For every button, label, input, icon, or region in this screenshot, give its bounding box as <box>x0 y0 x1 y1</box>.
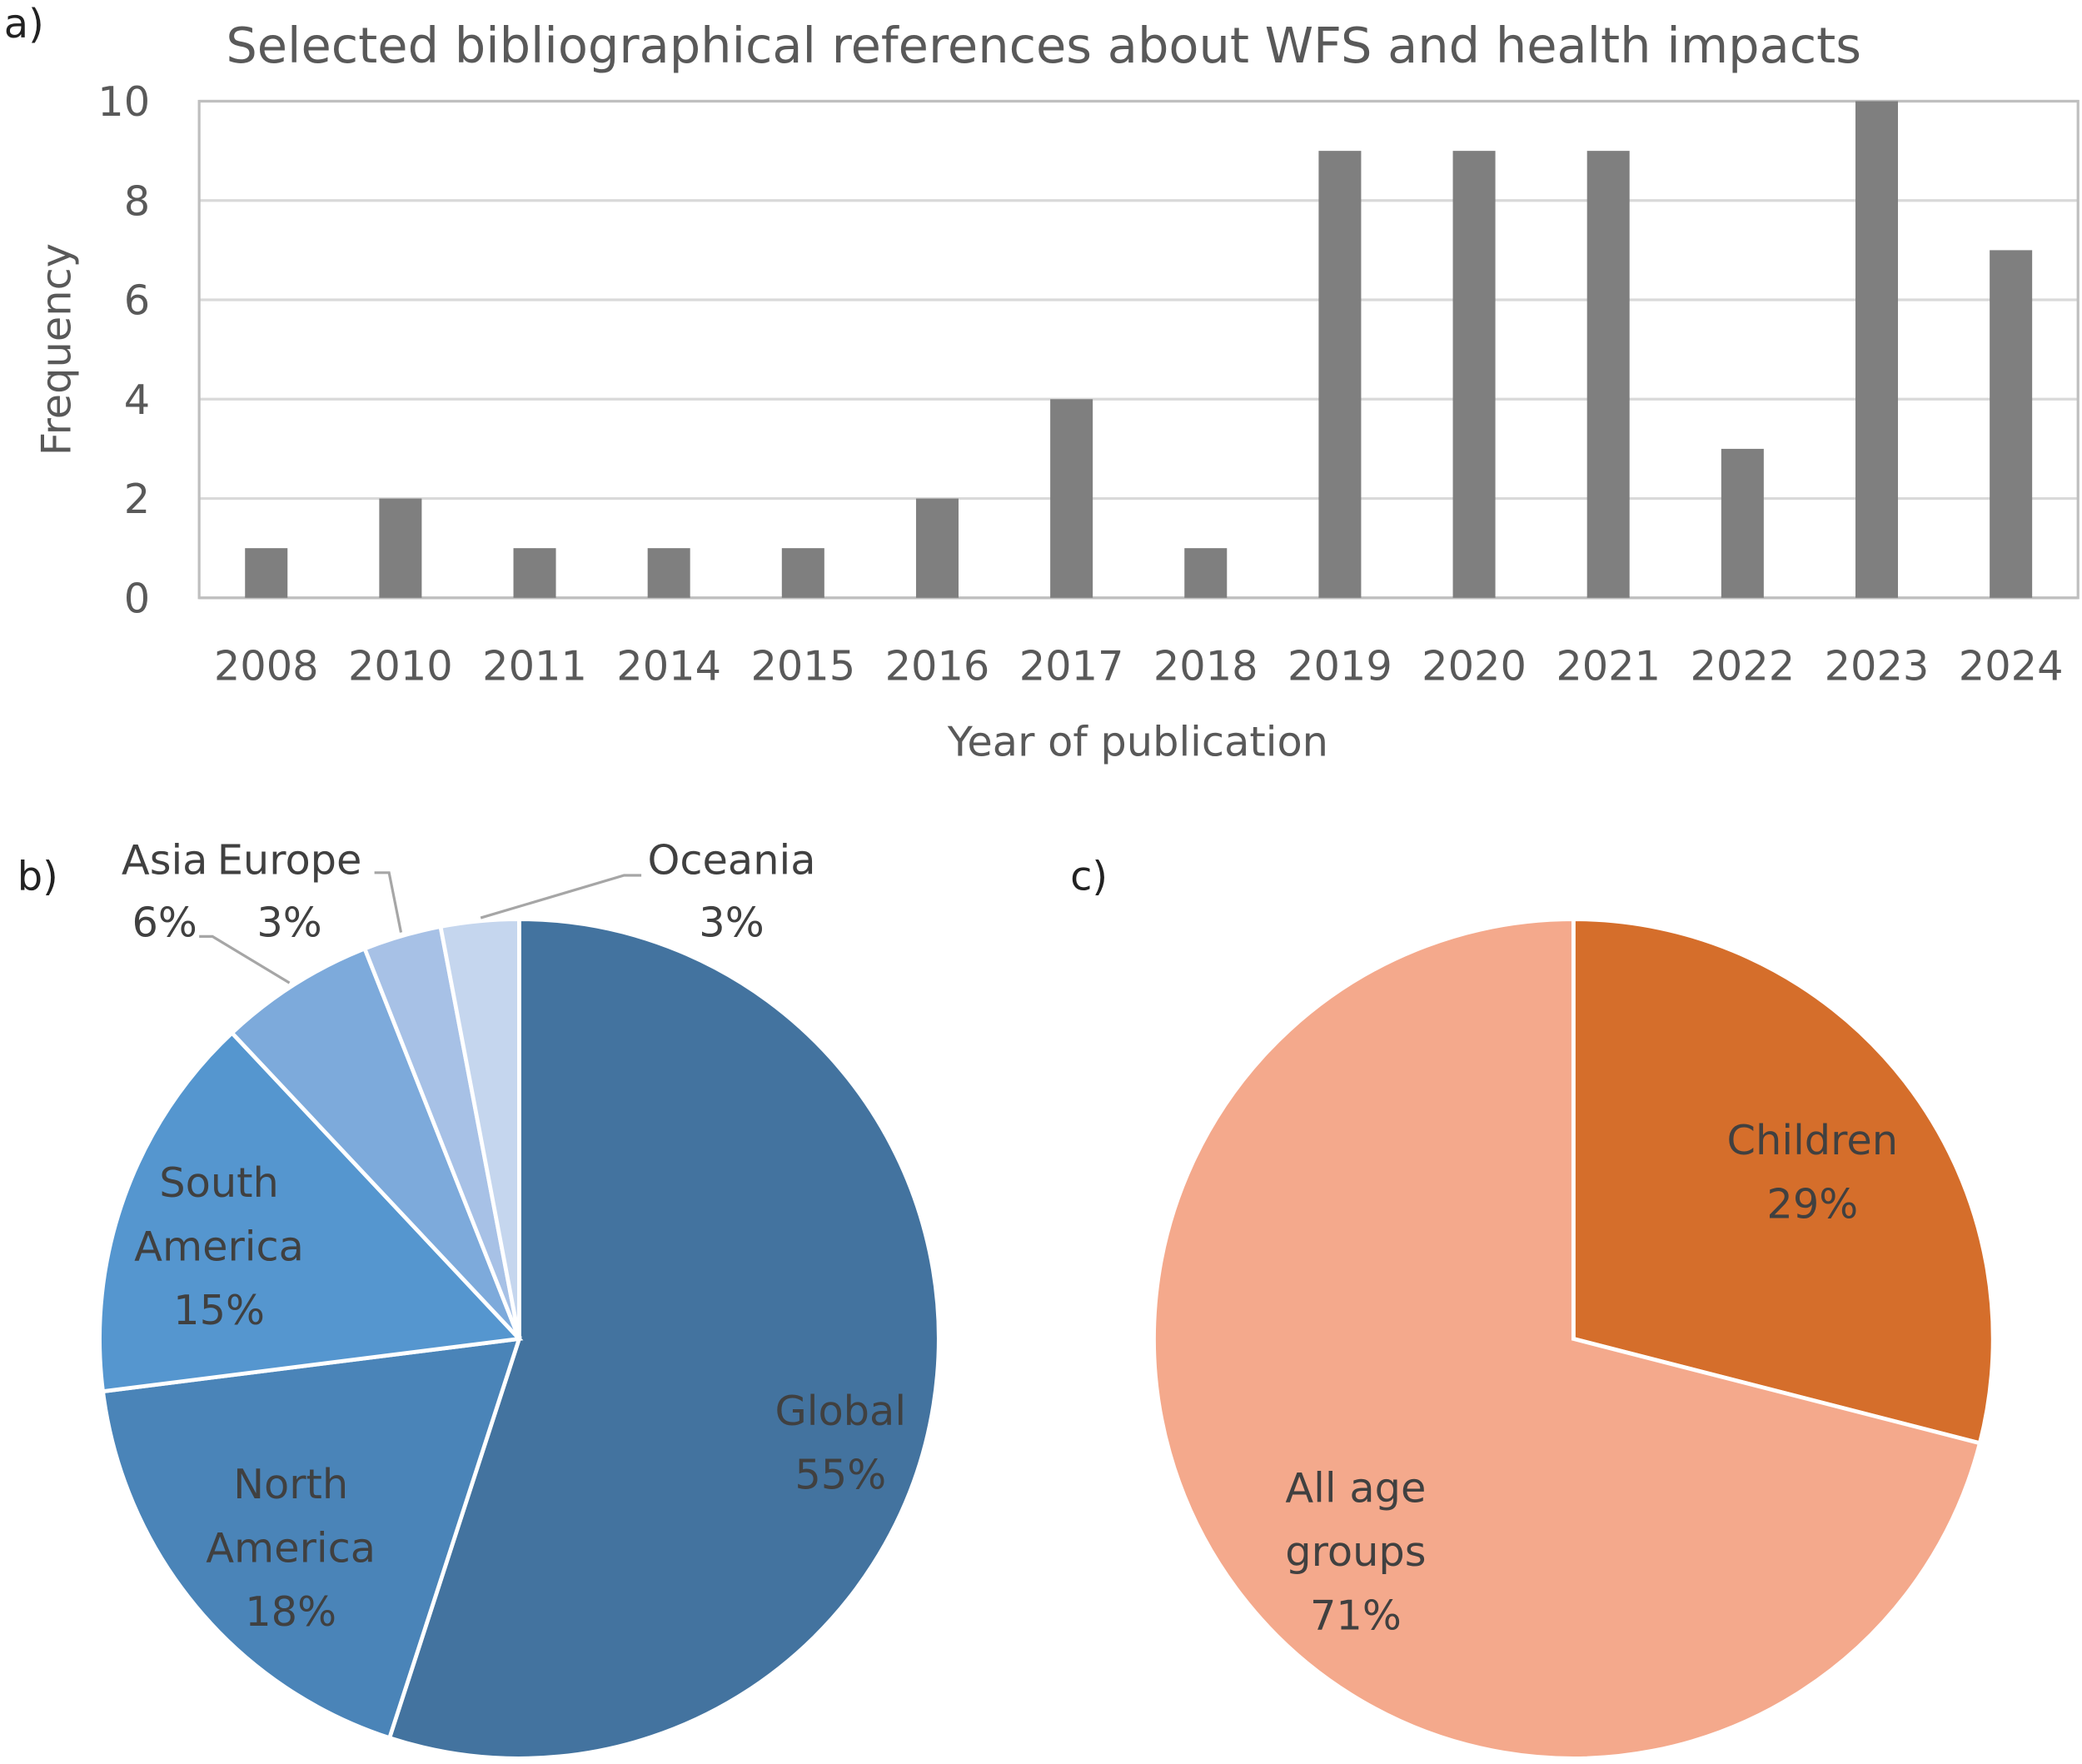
leader-lines <box>199 871 642 984</box>
x-tick-label: 2010 <box>348 642 453 690</box>
pie-pct-label: 29% <box>1766 1179 1858 1228</box>
plot-border <box>197 99 2080 600</box>
x-tick-label: 2023 <box>1825 642 1930 690</box>
y-axis-label: Frequency <box>32 243 81 456</box>
x-tick-label: 2015 <box>750 642 855 690</box>
y-tick-label: 4 <box>124 376 150 424</box>
pie-age <box>1152 917 1995 1761</box>
x-tick-label: 2018 <box>1153 642 1258 690</box>
y-tick-label: 8 <box>124 177 150 225</box>
x-axis-label: Year of publication <box>947 718 1328 766</box>
bar-2010 <box>379 498 422 598</box>
pie-label: All age <box>1285 1464 1426 1512</box>
pie-label: groups <box>1285 1527 1426 1576</box>
bar-2024 <box>1990 250 2033 598</box>
pie-label: North <box>233 1460 348 1508</box>
bar-2022 <box>1721 448 1764 598</box>
pie-slice-asia <box>229 945 521 1341</box>
bar-2008 <box>245 548 288 598</box>
pie-slice-global <box>386 917 941 1761</box>
x-tick-label: 2022 <box>1690 642 1795 690</box>
y-tick-label: 0 <box>124 574 150 622</box>
y-tick-label: 10 <box>97 77 150 126</box>
panel-label-c: c) <box>1070 855 1108 900</box>
bar-2017 <box>1050 399 1093 598</box>
bar-2011 <box>513 548 556 598</box>
leader-line-asia <box>199 934 291 984</box>
pie-label: South <box>159 1159 279 1207</box>
leader-line-europe <box>374 871 403 933</box>
bars <box>245 101 2033 598</box>
x-tick-label: 2014 <box>616 642 721 690</box>
y-tick-label: 2 <box>124 475 150 523</box>
pie-pct-label: 6% <box>132 898 197 946</box>
pie-slice-oceania <box>438 917 521 1339</box>
pie-pct-label: 15% <box>173 1286 265 1334</box>
bar-2023 <box>1855 101 1899 598</box>
pie-label: Children <box>1727 1116 1899 1164</box>
pie-slice-all-age-groups <box>1152 917 1983 1761</box>
x-tick-label: 2011 <box>482 642 587 690</box>
bar-y-ticks: 0 2 4 6 8 10 <box>97 77 150 622</box>
bar-2021 <box>1586 151 1630 598</box>
pie-slice-north-america <box>100 1336 522 1741</box>
x-tick-label: 2008 <box>214 642 319 690</box>
pie-pct-label: 3% <box>257 898 321 946</box>
pie-label: Global <box>775 1387 906 1435</box>
pie-pct-label: 71% <box>1310 1592 1402 1640</box>
leader-line-oceania <box>480 874 642 919</box>
pie-slice-south-america <box>97 1029 524 1394</box>
bar-x-ticks: 2008 2010 2011 2014 2015 2016 2017 2018 2019 2020… <box>214 642 2064 690</box>
x-tick-label: 2020 <box>1422 642 1527 690</box>
bar-2019 <box>1318 151 1362 598</box>
bar-2016 <box>915 498 959 598</box>
panel-label-b: b) <box>17 855 58 900</box>
x-tick-label: 2021 <box>1556 642 1661 690</box>
panel-label-a: a) <box>4 2 44 47</box>
pie-label: America <box>206 1523 376 1572</box>
pie-pct-label: 3% <box>699 898 764 946</box>
x-tick-label: 2019 <box>1288 642 1392 690</box>
pie-label: Europe <box>217 835 362 884</box>
pie-label: Asia <box>122 835 208 884</box>
x-tick-label: 2024 <box>1959 642 2064 690</box>
bar-2015 <box>781 548 824 598</box>
pie-slice-children <box>1571 917 1995 1446</box>
bar-2020 <box>1452 151 1496 598</box>
x-tick-label: 2016 <box>885 642 990 690</box>
bar-gridlines <box>197 99 2080 600</box>
bar-chart-title: Selected bibliographical references abou… <box>226 17 1861 74</box>
x-tick-label: 2017 <box>1019 642 1124 690</box>
pie-pct-label: 55% <box>794 1451 886 1499</box>
pie-pct-label: 18% <box>245 1587 336 1636</box>
bar-2018 <box>1184 548 1228 598</box>
pie-label: Oceania <box>647 835 815 884</box>
pie-label: America <box>134 1222 304 1270</box>
pie-region <box>97 917 941 1761</box>
bar-2014 <box>647 548 690 598</box>
pie-labels: Global 55% North America 18% South America 15% A… <box>122 835 1898 1639</box>
y-tick-label: 6 <box>124 277 150 325</box>
